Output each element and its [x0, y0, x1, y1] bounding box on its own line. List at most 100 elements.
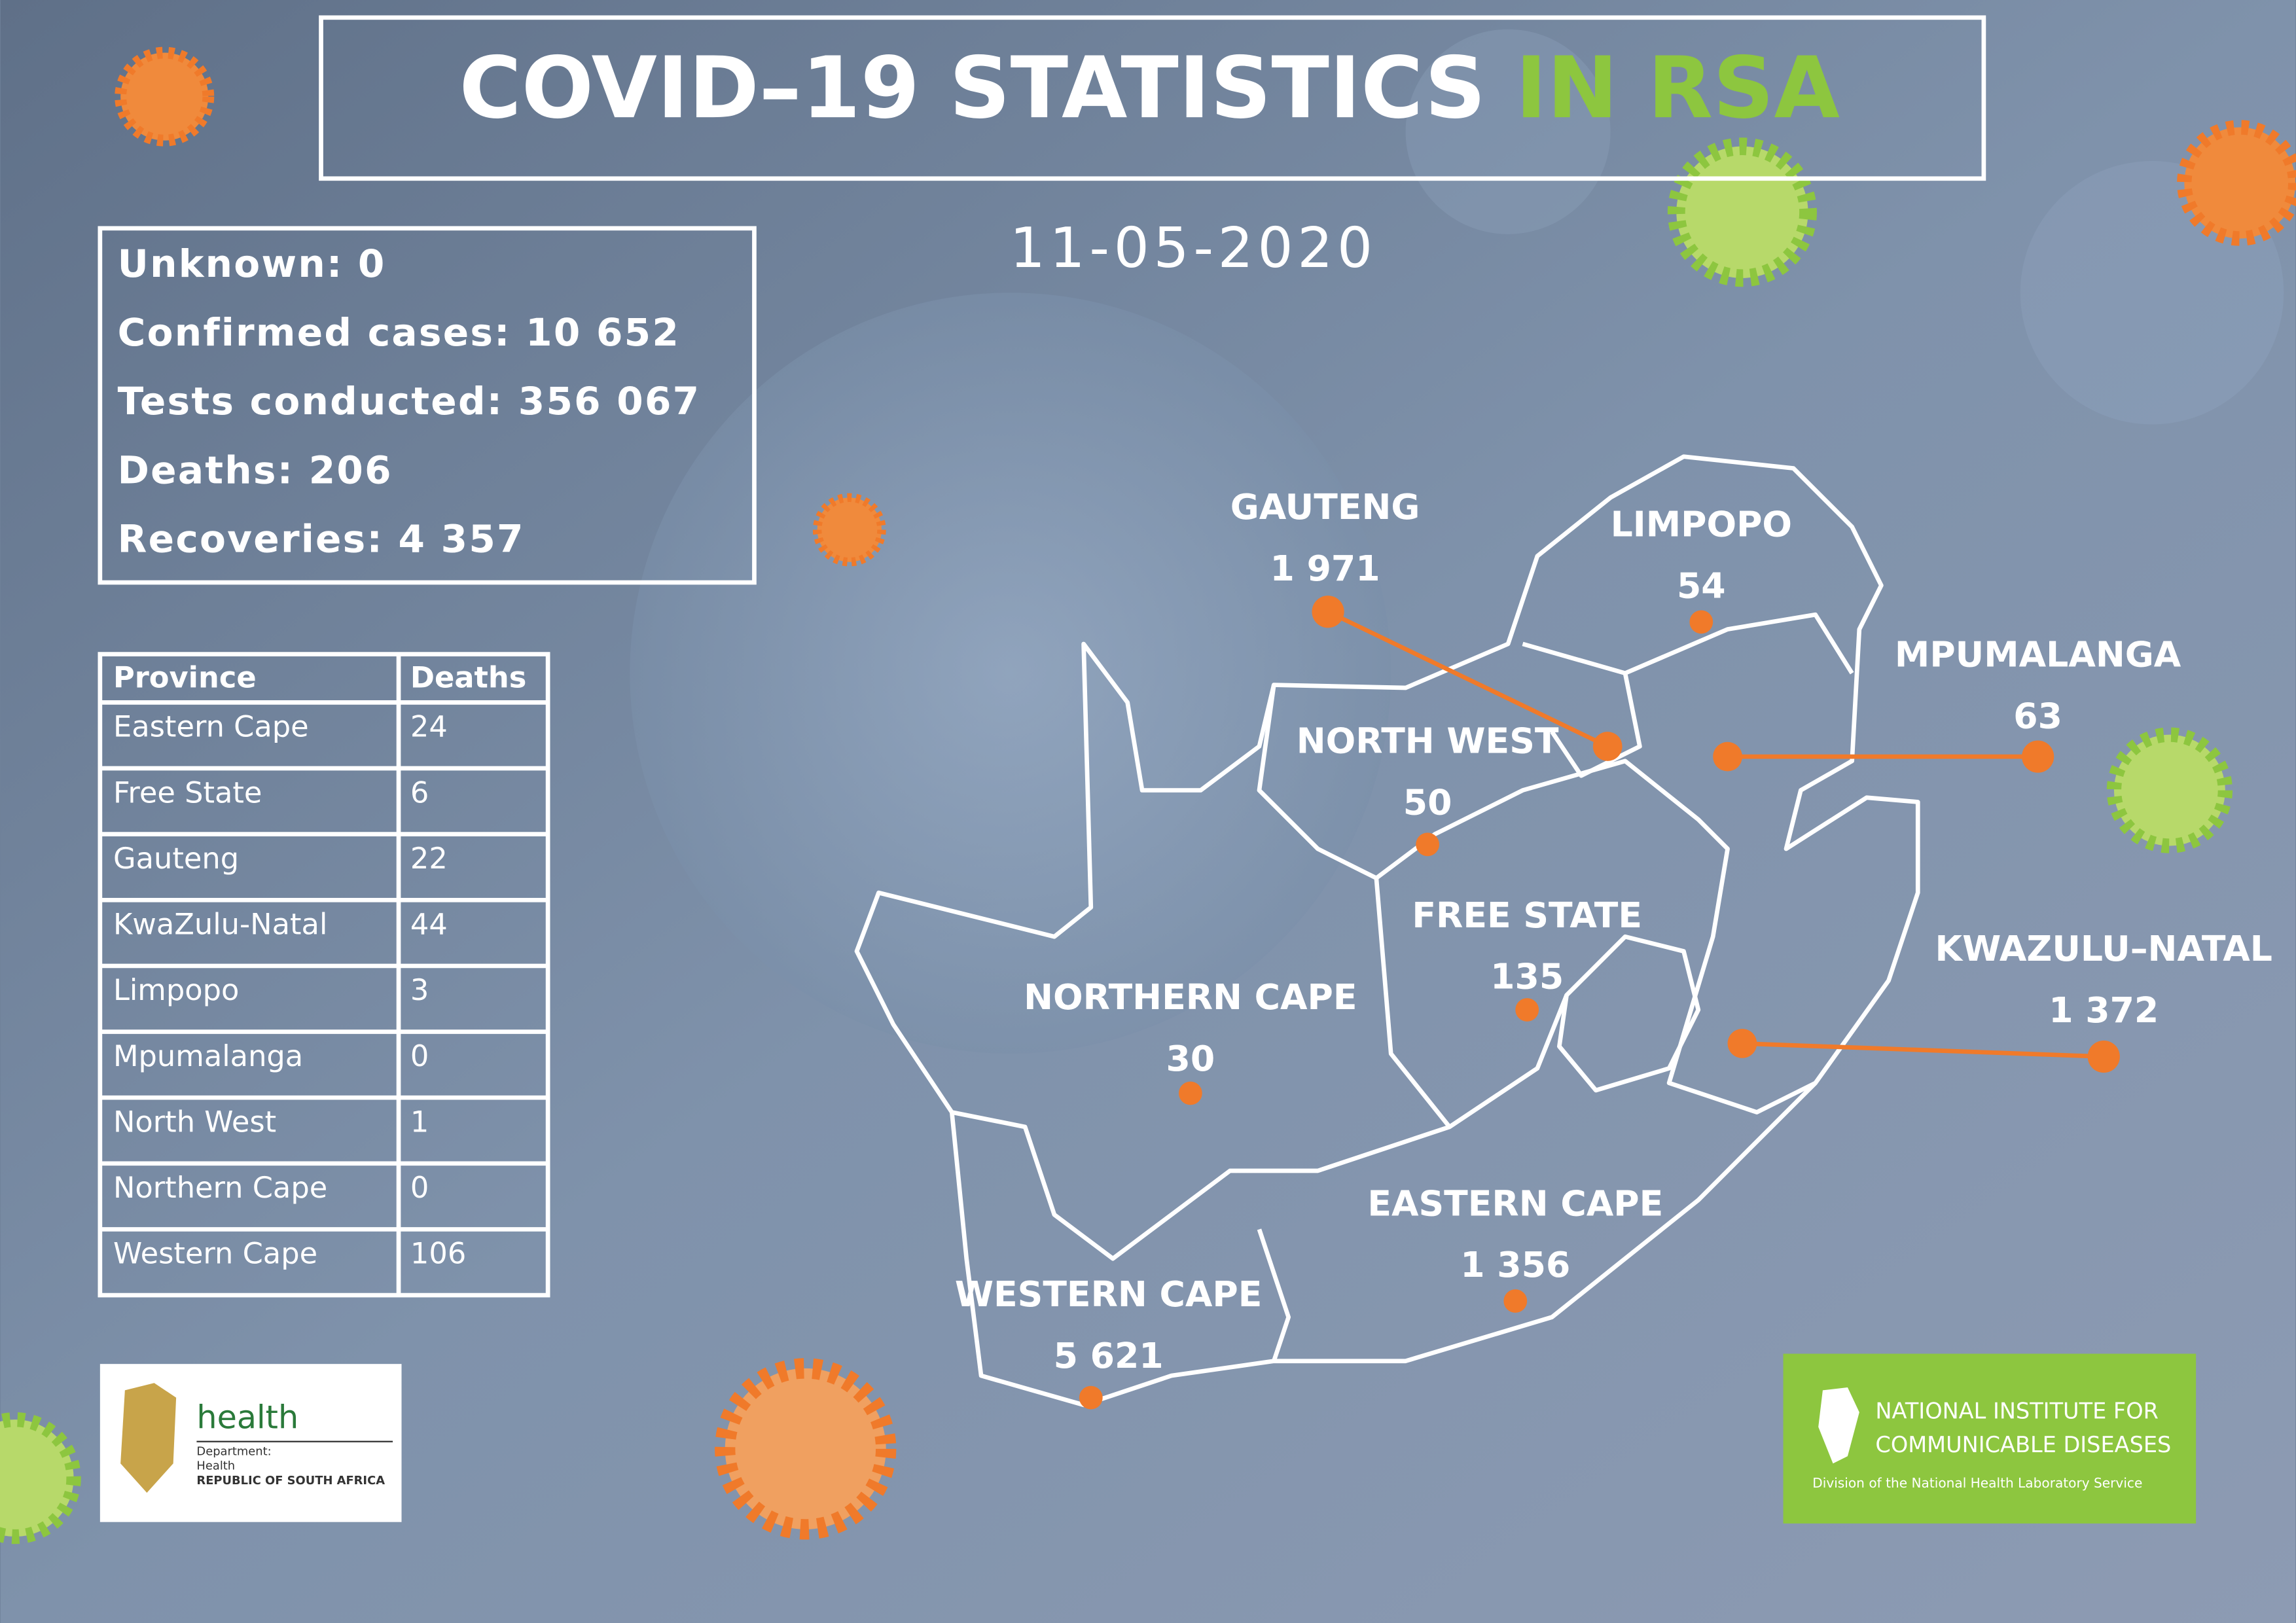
province-border — [951, 1110, 1450, 1362]
deaths-table: Province Deaths Eastern Cape 24 Free State 6 G… — [98, 652, 550, 1298]
marker-dot — [1592, 732, 1623, 761]
title-box — [319, 15, 1986, 181]
table-cell: Mpumalanga — [113, 1039, 303, 1073]
province-cases: 1 356 — [1460, 1244, 1570, 1285]
marker-dot — [1689, 610, 1713, 634]
province-cases: 135 — [1490, 956, 1564, 997]
marker-dot — [1503, 1289, 1528, 1313]
summary-label: Deaths: — [118, 448, 295, 492]
marker-dot — [1312, 596, 1344, 628]
table-cell: Northern Cape — [113, 1170, 327, 1205]
summary-label: Unknown: — [118, 241, 344, 286]
summary-label: Tests conducted: — [118, 379, 504, 423]
health-name: health — [196, 1399, 298, 1436]
table-cell: 3 — [410, 972, 429, 1007]
summary-value: 0 — [358, 241, 386, 286]
table-cell: 0 — [410, 1039, 429, 1073]
leader-line — [1327, 609, 1609, 749]
table-cell: 24 — [410, 709, 448, 744]
health-line: Health — [196, 1459, 235, 1473]
table-cell: North West — [113, 1104, 276, 1139]
province-name: WESTERN CAPE — [955, 1274, 1263, 1315]
summary-label: Recoveries: — [118, 517, 384, 562]
virus-icon — [2177, 120, 2296, 246]
province-cases: 1 372 — [2049, 990, 2159, 1031]
province-border — [1522, 612, 1854, 778]
province-name: MPUMALANGA — [1895, 634, 2181, 675]
table-header: Deaths — [410, 660, 526, 695]
province-markers: GAUTENG 1 971 LIMPOPO 54 MPUMALANGA 63 NORTH W… — [955, 486, 2272, 1410]
table-header: Province — [113, 660, 257, 695]
marker-dot — [1515, 998, 1539, 1022]
summary-line: Deaths: 206 — [118, 448, 393, 492]
table-cell: 22 — [410, 841, 448, 876]
province-cases: 50 — [1403, 782, 1452, 823]
virus-icon — [0, 1412, 81, 1544]
table-cell: Limpopo — [113, 972, 239, 1007]
province-cases: 30 — [1166, 1038, 1215, 1079]
table-border — [98, 652, 550, 1298]
table-cell: 1 — [410, 1104, 429, 1139]
province-name: FREE STATE — [1412, 895, 1642, 936]
nicd-line: Division of the National Health Laborato… — [1812, 1475, 2142, 1491]
table-cell: 44 — [410, 907, 448, 942]
nicd-icon — [1818, 1387, 1859, 1464]
province-cases: 5 621 — [1054, 1335, 1164, 1376]
province-cases: 1 971 — [1270, 548, 1380, 589]
province-name: NORTH WEST — [1297, 721, 1559, 762]
marker-dot — [1178, 1081, 1202, 1105]
province-name: NORTHERN CAPE — [1024, 976, 1357, 1018]
summary-value: 4 357 — [398, 517, 524, 562]
title-accent: IN RSA — [1515, 39, 1840, 137]
summary-value: 206 — [309, 448, 393, 492]
summary-label: Confirmed cases: — [118, 310, 511, 355]
province-cases: 63 — [2013, 696, 2062, 737]
province-border — [1257, 685, 1378, 880]
marker-dot — [1713, 741, 1742, 772]
map — [854, 454, 1920, 1408]
summary-line: Confirmed cases: 10 652 — [118, 310, 680, 355]
leader-line — [1742, 1041, 2104, 1059]
summary: Unknown: 0 Confirmed cases: 10 652 Tests c… — [118, 241, 701, 562]
title-main: COVID–19 STATISTICS — [459, 39, 1486, 137]
health-line: Department: — [196, 1444, 271, 1458]
table-cell: 6 — [410, 775, 429, 810]
virus-backdrop — [1405, 29, 1611, 234]
province-name: LIMPOPO — [1611, 504, 1792, 545]
summary-line: Recoveries: 4 357 — [118, 517, 525, 562]
province-cases: 54 — [1677, 565, 1726, 607]
virus-icon — [115, 46, 215, 147]
province-name: KWAZULU–NATAL — [1935, 928, 2272, 969]
marker-dot — [2087, 1040, 2120, 1073]
date: 11-05-2020 — [1010, 216, 1377, 281]
province-name: GAUTENG — [1230, 486, 1420, 527]
table-cell: 0 — [410, 1170, 429, 1205]
table-cell: Free State — [113, 775, 262, 810]
coat-of-arms — [120, 1383, 177, 1493]
summary-value: 10 652 — [526, 310, 680, 355]
marker-dot — [1079, 1385, 1103, 1410]
table-cell: Gauteng — [113, 841, 239, 876]
marker-dot — [1727, 1029, 1757, 1058]
nicd-line: COMMUNICABLE DISEASES — [1875, 1432, 2171, 1457]
title: COVID–19 STATISTICS IN RSA — [459, 39, 1840, 137]
virus-icon — [2106, 727, 2233, 853]
table-cell: 106 — [410, 1236, 466, 1271]
country-outline — [854, 454, 1920, 1408]
virus-icon — [715, 1358, 897, 1540]
virus-icon — [1667, 137, 1817, 287]
marker-dot — [1416, 832, 1440, 857]
summary-line: Tests conducted: 356 067 — [118, 379, 701, 423]
table-cell: Western Cape — [113, 1236, 317, 1271]
virus-backdrop — [630, 293, 1391, 1054]
table-cell: Eastern Cape — [113, 709, 309, 744]
health-line: REPUBLIC OF SOUTH AFRICA — [196, 1474, 385, 1488]
marker-dot — [2022, 740, 2054, 773]
summary-value: 356 067 — [518, 379, 701, 423]
province-name: EASTERN CAPE — [1367, 1183, 1663, 1224]
nicd-line: NATIONAL INSTITUTE FOR — [1875, 1398, 2159, 1423]
summary-line: Unknown: 0 — [118, 241, 386, 286]
summary-box — [98, 226, 757, 585]
